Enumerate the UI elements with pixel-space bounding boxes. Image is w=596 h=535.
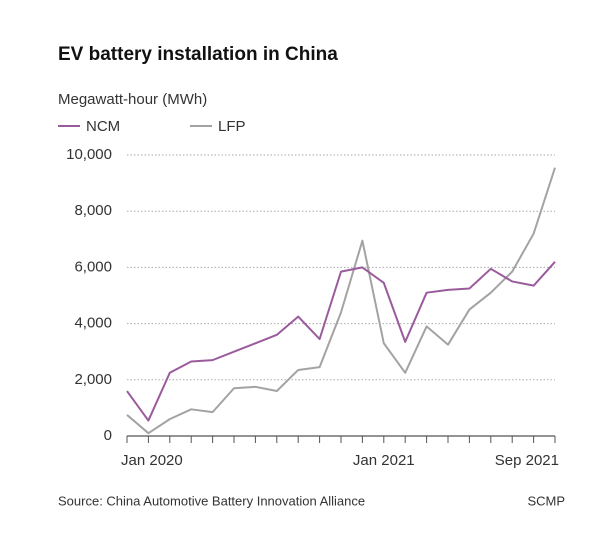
y-tick-label: 10,000 [66, 146, 112, 163]
y-tick-label: 6,000 [74, 258, 112, 275]
x-tick-label: Jan 2021 [353, 452, 415, 469]
credit: SCMP [527, 493, 565, 508]
chart-title: EV battery installation in China [58, 44, 338, 65]
x-tick-label: Jan 2020 [121, 452, 183, 469]
y-tick-label: 0 [104, 427, 112, 444]
legend-label: LFP [218, 118, 246, 135]
x-tick-label: Sep 2021 [495, 452, 559, 469]
line-series [126, 167, 556, 435]
y-tick-label: 4,000 [74, 315, 112, 332]
y-tick-label: 2,000 [74, 371, 112, 388]
source: Source: China Automotive Battery Innovat… [58, 493, 365, 508]
line-series [126, 261, 556, 422]
subtitle: Megawatt-hour (MWh) [58, 91, 207, 108]
y-tick-label: 8,000 [74, 202, 112, 219]
legend-label: NCM [86, 118, 120, 135]
